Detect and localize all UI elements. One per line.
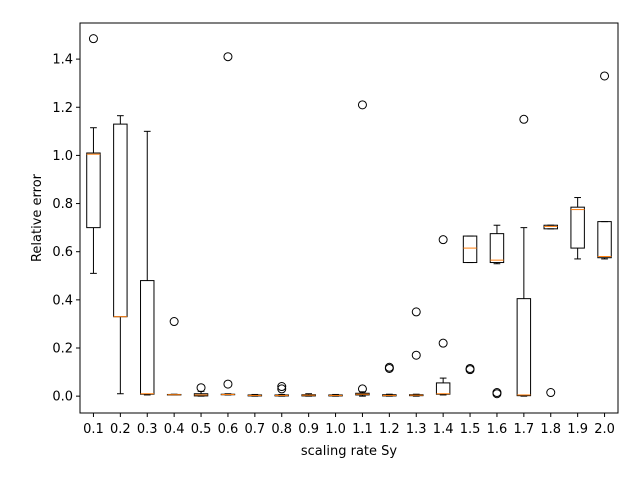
box-1.0 xyxy=(328,393,343,397)
iqr-box xyxy=(543,224,558,230)
x-tick-label: 0.8 xyxy=(271,422,292,437)
x-axis-label: scaling rate Sy xyxy=(301,444,398,459)
iqr-box xyxy=(435,382,451,395)
x-tick-label: 1.3 xyxy=(406,422,427,437)
box-1.8 xyxy=(543,224,558,398)
outlier-point xyxy=(357,384,367,394)
y-tick-label: 1.2 xyxy=(52,101,73,116)
x-tick-label: 1.8 xyxy=(540,422,561,437)
iqr-box xyxy=(86,152,101,229)
box-1.5 xyxy=(462,235,478,375)
outlier-point xyxy=(223,52,233,62)
box-0.5 xyxy=(193,383,209,397)
box-2.0 xyxy=(597,71,612,260)
y-tick-label: 0.4 xyxy=(52,293,73,308)
outlier-point xyxy=(88,34,98,44)
outlier-point xyxy=(492,388,502,398)
box-0.3 xyxy=(140,130,155,396)
iqr-box xyxy=(516,298,532,397)
outlier-point xyxy=(277,382,287,392)
x-tick-label: 0.9 xyxy=(298,422,319,437)
box-1.6 xyxy=(489,224,505,399)
outlier-point xyxy=(223,379,233,389)
box-1.7 xyxy=(516,114,532,397)
x-tick-label: 0.6 xyxy=(218,422,239,437)
outlier-point xyxy=(465,363,475,373)
iqr-box xyxy=(113,123,128,318)
x-tick-label: 0.1 xyxy=(83,422,104,437)
outlier-point xyxy=(357,100,367,110)
box-1.1 xyxy=(355,100,370,397)
plot-area xyxy=(86,34,612,399)
y-axis-ticks: 0.0 0.2 0.4 0.6 0.8 1.0 1.2 1.4 xyxy=(52,53,80,405)
iqr-box xyxy=(489,233,505,264)
axes-frame xyxy=(79,22,619,414)
box-0.6 xyxy=(220,52,236,396)
box-0.2 xyxy=(113,115,128,395)
x-tick-label: 1.7 xyxy=(514,422,535,437)
y-tick-label: 1.4 xyxy=(52,53,73,68)
outlier-point xyxy=(546,388,556,398)
x-tick-label: 1.4 xyxy=(433,422,454,437)
x-tick-label: 1.0 xyxy=(325,422,346,437)
x-tick-label: 0.5 xyxy=(191,422,212,437)
x-tick-label: 0.3 xyxy=(137,422,158,437)
box-0.1 xyxy=(86,34,101,274)
box-1.9 xyxy=(570,197,585,260)
iqr-box xyxy=(140,280,155,395)
y-tick-label: 0.2 xyxy=(52,342,73,357)
box-1.2 xyxy=(382,362,397,397)
x-tick-label: 0.7 xyxy=(245,422,266,437)
outlier-point xyxy=(169,317,179,327)
outlier-point xyxy=(438,338,448,348)
x-tick-label: 1.6 xyxy=(487,422,508,437)
outlier-point xyxy=(384,362,394,372)
outlier-point xyxy=(519,114,529,124)
x-tick-label: 0.4 xyxy=(164,422,185,437)
y-tick-label: 0.0 xyxy=(52,390,73,405)
x-tick-label: 2.0 xyxy=(594,422,615,437)
outlier-point xyxy=(438,235,448,245)
box-1.4 xyxy=(435,235,451,396)
x-axis-ticks: 0.1 0.2 0.3 0.4 0.5 0.6 0.7 0.8 0.9 1.0 1.1 1.2 1.3 1… xyxy=(83,413,615,437)
x-tick-label: 1.2 xyxy=(379,422,400,437)
outlier-point xyxy=(277,384,287,394)
box-0.8 xyxy=(274,382,289,397)
y-tick-label: 0.8 xyxy=(52,197,73,212)
outlier-point xyxy=(600,71,610,81)
x-tick-label: 1.9 xyxy=(567,422,588,437)
box-0.4 xyxy=(166,317,182,396)
box-0.9 xyxy=(301,393,316,397)
outlier-point xyxy=(196,383,206,393)
iqr-box xyxy=(462,235,478,264)
box-1.3 xyxy=(409,307,424,397)
y-axis-label: Relative error xyxy=(30,173,45,262)
outlier-point xyxy=(411,307,421,317)
x-tick-label: 0.2 xyxy=(110,422,131,437)
box-0.7 xyxy=(247,393,263,397)
iqr-box xyxy=(570,206,585,249)
x-tick-label: 1.5 xyxy=(460,422,481,437)
iqr-box xyxy=(597,221,612,259)
outlier-point xyxy=(411,350,421,360)
y-tick-label: 1.0 xyxy=(52,149,73,164)
y-tick-label: 0.6 xyxy=(52,245,73,260)
x-tick-label: 1.1 xyxy=(352,422,373,437)
